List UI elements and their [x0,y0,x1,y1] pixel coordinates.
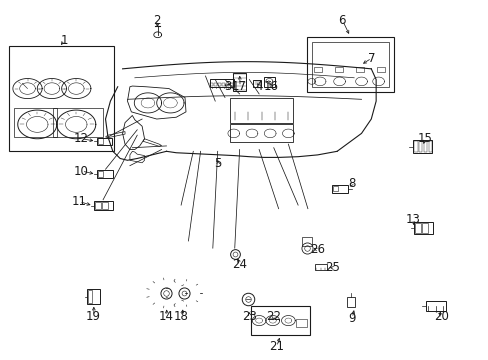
Text: 7: 7 [367,51,374,64]
Text: 9: 9 [347,311,355,325]
Text: 1: 1 [60,33,68,47]
Text: 18: 18 [173,310,188,323]
Text: 22: 22 [265,310,281,323]
Bar [412,140,431,153]
Bar [296,319,306,327]
Bar [306,37,393,92]
Text: 17: 17 [232,80,246,93]
Bar [214,83,217,86]
Text: 5: 5 [214,157,221,170]
Bar [95,202,101,210]
Bar [251,306,309,335]
Bar [253,80,261,87]
Text: 25: 25 [324,261,339,274]
Text: 15: 15 [417,132,431,145]
Bar [97,138,112,145]
Bar [229,125,293,142]
Bar [102,202,108,210]
Bar [229,98,293,123]
Bar [315,264,326,270]
Text: 16: 16 [264,80,278,93]
Bar [226,83,229,86]
Bar [418,141,422,152]
Bar [218,83,221,86]
Text: 12: 12 [74,132,88,145]
Text: 10: 10 [74,165,88,177]
Bar [98,138,102,144]
Bar [346,297,354,307]
Bar [376,67,384,72]
Text: 19: 19 [86,310,101,323]
Text: 6: 6 [338,14,345,27]
Bar [414,224,420,233]
Bar [425,301,446,311]
Bar [222,83,225,86]
Bar [355,67,363,72]
Text: 26: 26 [309,243,325,256]
Bar [413,141,417,152]
Text: 11: 11 [71,195,86,208]
Bar [423,141,427,152]
Text: 14: 14 [159,310,174,323]
Text: 20: 20 [434,310,448,323]
Text: 2: 2 [153,14,160,27]
Bar [210,83,213,86]
Text: 23: 23 [242,310,256,323]
Bar [98,171,103,177]
Bar [87,289,100,304]
Bar [332,186,337,192]
Bar [9,45,114,151]
Bar [97,170,113,178]
Text: 4: 4 [255,80,263,93]
Text: 3: 3 [224,80,231,93]
Bar [421,224,427,233]
Bar [232,73,246,91]
Bar [88,291,92,303]
Text: 24: 24 [232,258,246,271]
Bar [94,201,113,211]
Bar [302,237,311,246]
Text: 8: 8 [347,177,355,190]
Bar [230,83,233,86]
Text: 13: 13 [405,213,419,226]
Bar [428,141,431,152]
Bar [264,77,274,87]
Bar [210,79,233,87]
Bar [331,185,347,193]
Bar [334,67,342,72]
Text: 21: 21 [268,340,283,353]
Bar [313,67,321,72]
Bar [311,42,388,87]
Bar [413,222,432,234]
